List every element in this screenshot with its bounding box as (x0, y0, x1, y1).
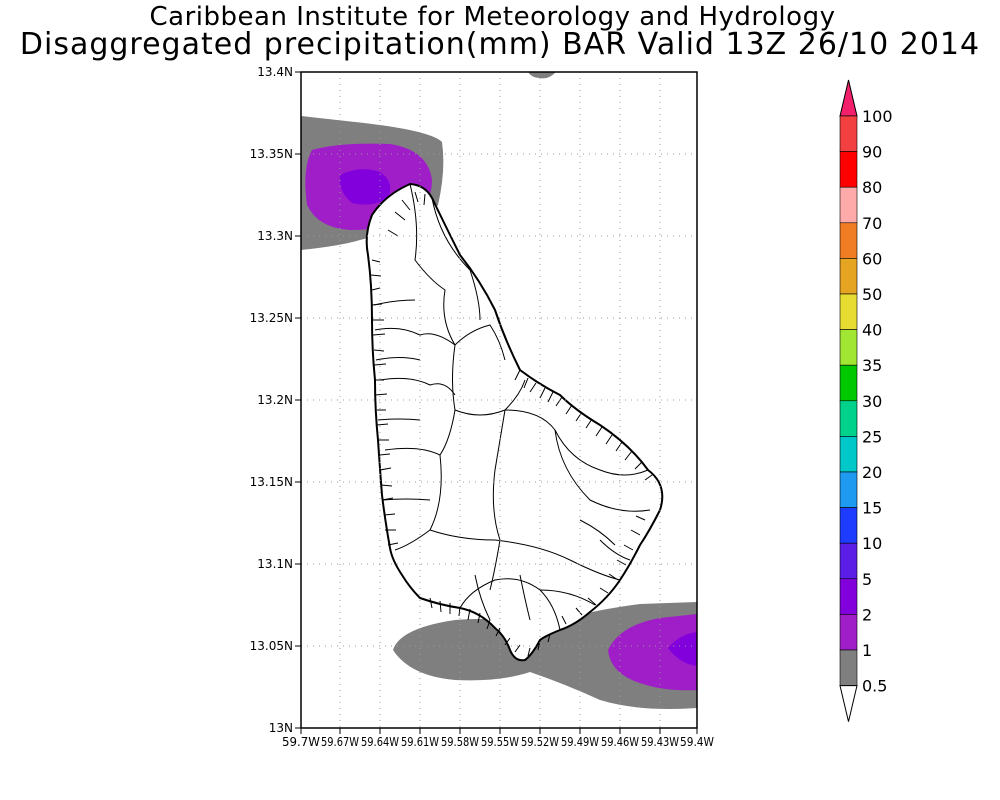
lat-label: 13.2N (257, 393, 293, 407)
colorbar-swatch (839, 258, 858, 295)
precip-area-purple-se (608, 614, 697, 691)
colorbar-swatch (839, 329, 858, 366)
lat-label: 13.1N (257, 557, 293, 571)
colorbar-arrow-top (839, 79, 858, 117)
lat-label: 13.05N (250, 639, 293, 653)
precipitation-shading (301, 72, 697, 709)
lon-label: 59.61W (401, 735, 439, 749)
colorbar-swatch (839, 400, 858, 437)
colorbar-label: 10 (862, 534, 882, 553)
colorbar: 100 90 80 70 60 50 40 35 30 25 20 15 10 5 2 1 0.5 (839, 79, 893, 722)
colorbar-label: 50 (862, 285, 882, 304)
lon-label: 59.4W (680, 735, 714, 749)
lon-label: 59.64W (361, 735, 399, 749)
precip-area-violet-se (668, 632, 697, 666)
colorbar-swatch (839, 649, 858, 686)
colorbar-label: 5 (862, 570, 872, 589)
chart-subtitle: Disaggregated precipitation(mm) BAR Vali… (19, 27, 981, 62)
precip-area-violet-nw (339, 169, 391, 205)
lat-label: 13N (269, 721, 293, 735)
lon-label: 59.7W (282, 735, 320, 749)
colorbar-label: 90 (862, 143, 882, 162)
axis-ticks (295, 71, 698, 734)
colorbar-swatch (839, 186, 858, 224)
lat-label: 13.3N (257, 229, 293, 243)
colorbar-label: 40 (862, 321, 882, 340)
colorbar-arrow-bottom (839, 685, 858, 722)
lon-label: 59.52W (521, 735, 559, 749)
colorbar-swatch (839, 222, 858, 259)
lat-label: 13.35N (250, 147, 293, 161)
colorbar-label: 80 (862, 178, 882, 197)
colorbar-swatch (839, 507, 858, 544)
colorbar-swatch (839, 115, 858, 152)
lat-label: 13.25N (250, 311, 293, 325)
colorbar-label: 70 (862, 214, 882, 233)
precip-area-gray-south (393, 602, 697, 709)
colorbar-swatch (839, 614, 858, 651)
colorbar-swatch (839, 542, 858, 580)
colorbar-swatch (839, 578, 858, 615)
colorbar-label: 35 (862, 356, 882, 375)
lon-label: 59.58W (441, 735, 479, 749)
lat-label: 13.15N (250, 475, 293, 489)
colorbar-label: 25 (862, 427, 882, 446)
longitude-labels: 59.7W 59.67W 59.64W 59.61W 59.58W 59.55W… (282, 735, 714, 749)
colorbar-label: 2 (862, 605, 872, 624)
colorbar-swatch (839, 436, 858, 473)
lat-label: 13.4N (257, 65, 293, 79)
colorbar-swatch (839, 293, 858, 330)
lon-label: 59.55W (481, 735, 519, 749)
grid-lines (301, 72, 697, 728)
latitude-labels: 13.4N 13.35N 13.3N 13.25N 13.2N 13.15N 1… (250, 65, 293, 735)
colorbar-label: 1 (862, 641, 872, 660)
colorbar-swatch (839, 364, 858, 402)
lon-label: 59.43W (641, 735, 679, 749)
colorbar-swatch (839, 151, 858, 188)
lon-label: 59.49W (561, 735, 599, 749)
lon-label: 59.67W (321, 735, 359, 749)
colorbar-label: 15 (862, 499, 882, 518)
island-outline (365, 182, 664, 662)
colorbar-swatch (839, 471, 858, 508)
precip-area-gray-top (528, 72, 556, 79)
colorbar-label: 100 (862, 107, 893, 126)
colorbar-label: 60 (862, 249, 882, 268)
colorbar-label: 0.5 (862, 677, 887, 696)
colorbar-label: 30 (862, 392, 882, 411)
chart-title: Caribbean Institute for Meteorology and … (149, 2, 836, 32)
colorbar-label: 20 (862, 463, 882, 482)
lon-label: 59.46W (601, 735, 639, 749)
